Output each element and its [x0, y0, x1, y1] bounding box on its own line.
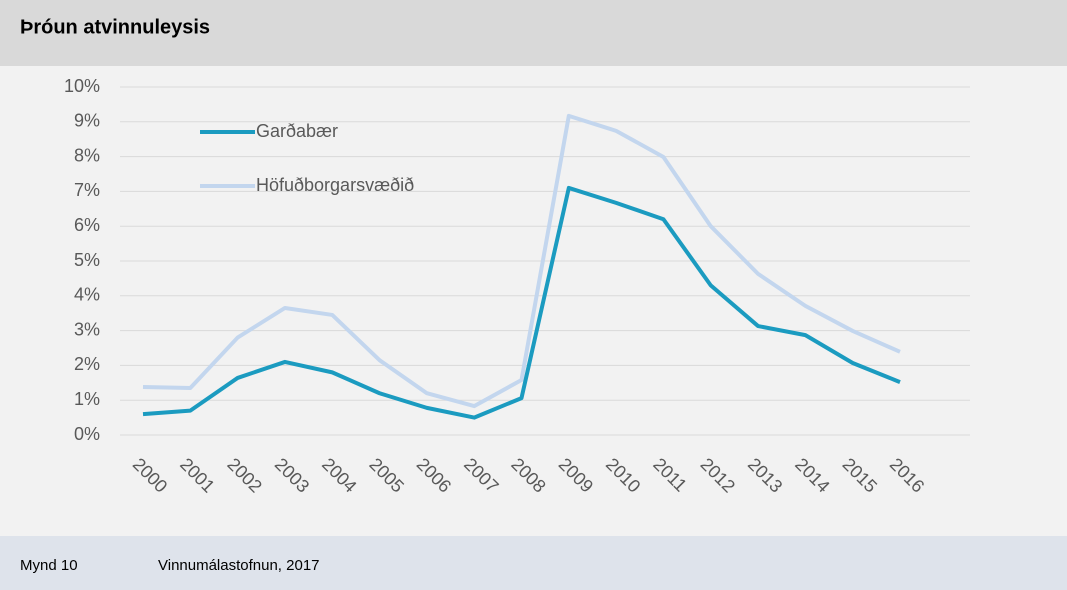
y-tick-label: 3%	[74, 319, 100, 339]
y-tick-label: 1%	[74, 389, 100, 409]
y-tick-label: 5%	[74, 250, 100, 270]
y-tick-label: 8%	[74, 145, 100, 165]
legend-label: Garðabær	[256, 121, 338, 141]
title: Þróun atvinnuleysis	[20, 16, 210, 38]
series-line	[142, 185, 901, 420]
figure-number: Mynd 10	[20, 557, 78, 574]
series-line	[142, 113, 901, 409]
y-tick-label: 7%	[74, 180, 100, 200]
y-tick-label: 4%	[74, 285, 100, 305]
source: Vinnumálastofnun, 2017	[158, 557, 320, 574]
y-tick-label: 0%	[74, 424, 100, 444]
y-tick-label: 6%	[74, 215, 100, 235]
legend-label: Höfuðborgarsvæðið	[256, 175, 414, 195]
y-tick-label: 9%	[74, 111, 100, 131]
y-tick-label: 2%	[74, 354, 100, 374]
y-tick-label: 10%	[64, 76, 100, 96]
footer-band	[0, 536, 1067, 590]
header-band	[0, 0, 1067, 66]
chart-area	[0, 66, 1067, 536]
